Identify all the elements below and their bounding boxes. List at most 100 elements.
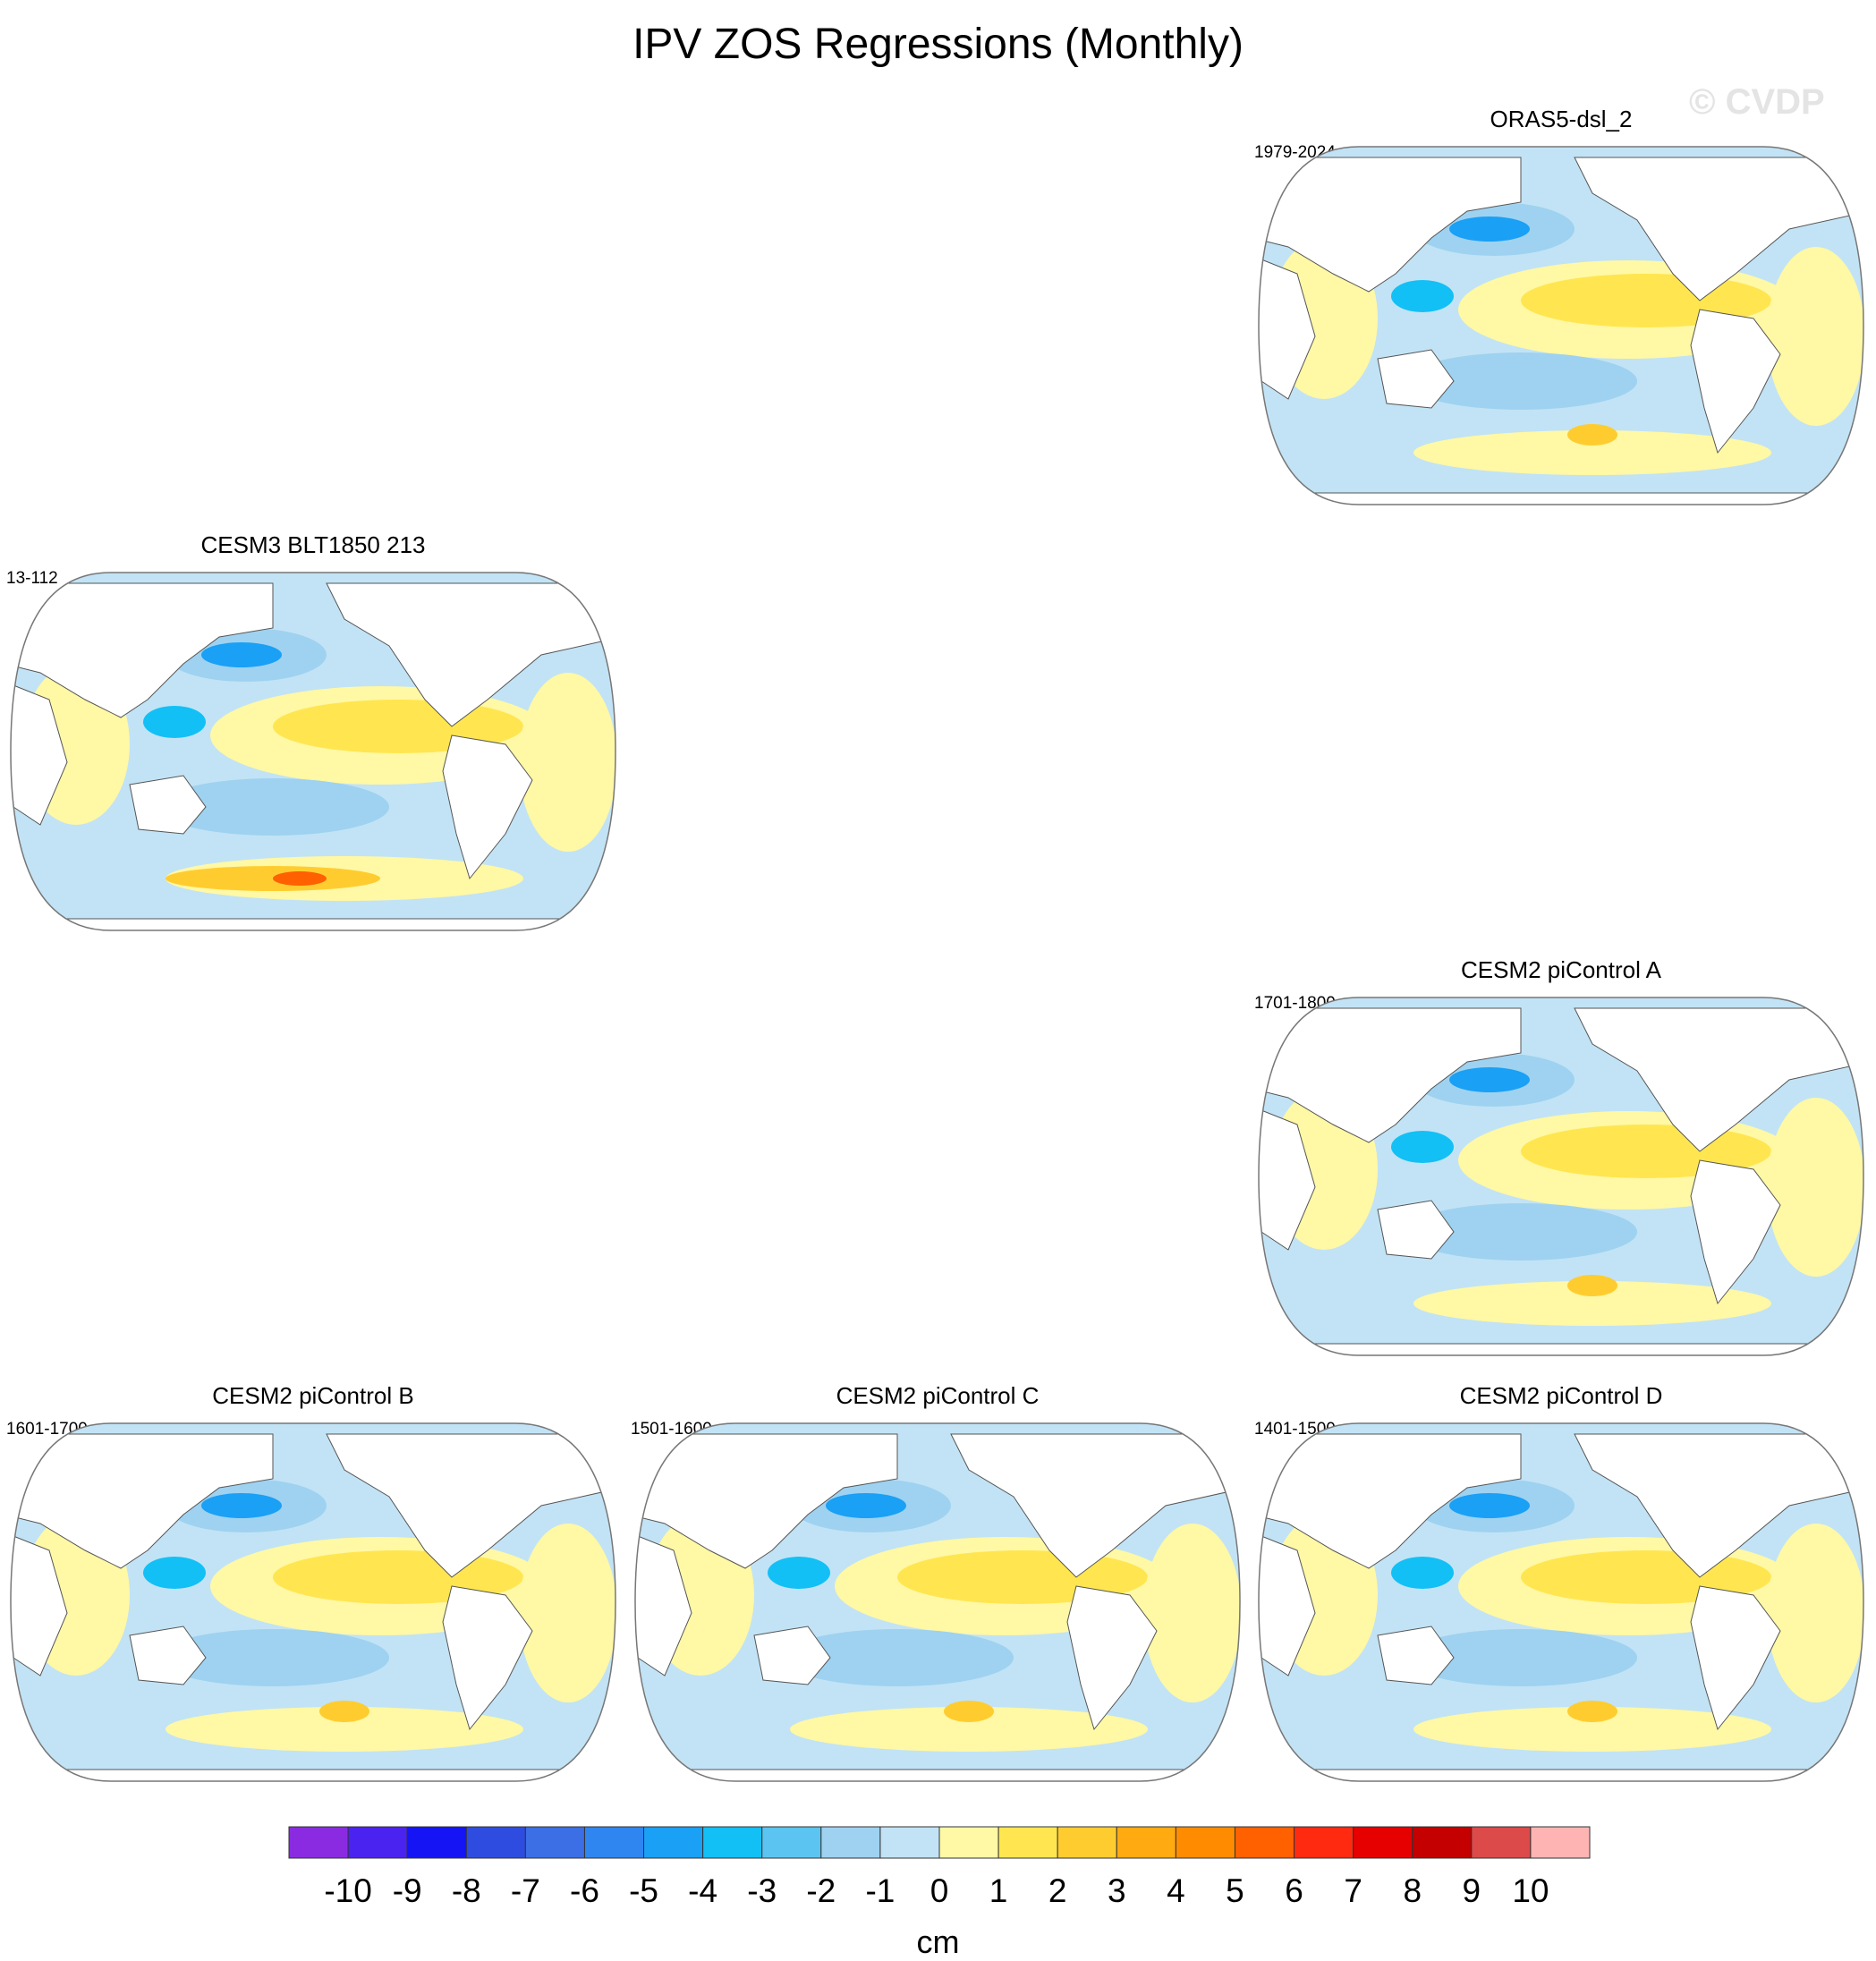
colorbar-tick-label: -9 [393, 1872, 422, 1909]
regression-map [1258, 997, 1864, 1356]
regression-map [1258, 1422, 1864, 1782]
colorbar-box [938, 1826, 999, 1859]
atlantic-band [1767, 247, 1863, 426]
southern-anomaly [1567, 1275, 1617, 1296]
colorbar-tick-label: 9 [1463, 1872, 1481, 1909]
colorbar-tick-label: -8 [452, 1872, 481, 1909]
south-america-land [1690, 1159, 1781, 1305]
colorbar: -10 -9 -8 -7 -6 -5 -4 -3 -2 -1 0 1 2 3 4 5 6 7 8 9 10 [288, 1826, 1591, 1909]
ocean-field [1259, 997, 1863, 1355]
ocean-field [635, 1423, 1240, 1781]
north-america-land [326, 1433, 615, 1578]
map-outline [1258, 997, 1864, 1356]
southern-anomaly [319, 1701, 369, 1722]
africa-land [1259, 1532, 1316, 1677]
colorbar-tick-label: -10 [324, 1872, 371, 1909]
colorbar-tick-label: 8 [1403, 1872, 1422, 1909]
eurasia-land [11, 582, 274, 718]
south-pacific-lobe [1405, 1203, 1637, 1261]
australia-land [129, 1626, 207, 1685]
panel-cesm3: CESM3 BLT1850 213 13-112 [4, 531, 622, 943]
west-pacific-core [143, 706, 206, 738]
north-america-land [326, 582, 615, 727]
panel-pica: CESM2 piControl A 1701-1800 [1252, 956, 1870, 1368]
panel-title: CESM2 piControl A [1461, 956, 1661, 983]
colorbar-box [997, 1826, 1058, 1859]
colorbar-tick-label: -2 [806, 1872, 836, 1909]
ocean-field [1259, 147, 1863, 505]
colorbar-box [1294, 1826, 1354, 1859]
colorbar-tick-label: 7 [1344, 1872, 1362, 1909]
colorbar-tick-label: -7 [511, 1872, 540, 1909]
colorbar-box [1530, 1826, 1591, 1859]
north-pacific-core [1449, 1493, 1530, 1518]
north-america-land [1574, 157, 1863, 301]
south-america-land [1690, 1585, 1781, 1731]
colorbar-tick-label: 5 [1226, 1872, 1244, 1909]
southern-band [790, 1707, 1148, 1752]
map-outline [10, 572, 616, 931]
africa-land [11, 681, 68, 826]
southern-anomaly [1567, 424, 1617, 446]
map-outline [634, 1422, 1241, 1782]
colorbar-tick-label: 1 [989, 1872, 1008, 1909]
colorbar-box [1057, 1826, 1117, 1859]
africa-land [1259, 1106, 1316, 1251]
eurasia-land [1259, 1433, 1522, 1569]
atlantic-band [519, 1524, 615, 1702]
regression-map [1258, 146, 1864, 505]
australia-land [129, 775, 207, 835]
north-pacific-core [1449, 216, 1530, 242]
colorbar-box [406, 1826, 467, 1859]
colorbar-box [820, 1826, 881, 1859]
australia-land [1377, 1626, 1455, 1685]
north-pacific-core [1449, 1067, 1530, 1092]
africa-land [11, 1532, 68, 1677]
south-pacific-lobe [1405, 352, 1637, 410]
colorbar-tick-label: 0 [930, 1872, 949, 1909]
south-pacific-lobe [157, 1629, 389, 1686]
colorbar-box [1234, 1826, 1295, 1859]
atlantic-band [1143, 1524, 1240, 1702]
west-pacific-core [768, 1557, 830, 1589]
ocean-field [11, 573, 615, 930]
colorbar-box [702, 1826, 763, 1859]
south-america-land [442, 1585, 533, 1731]
map-outline [1258, 1422, 1864, 1782]
south-america-land [1690, 309, 1781, 454]
ocean-field [1259, 1423, 1863, 1781]
colorbar-tick-label: -6 [570, 1872, 599, 1909]
south-pacific-lobe [781, 1629, 1014, 1686]
panel-title: CESM3 BLT1850 213 [200, 531, 426, 558]
southern-anomaly [1567, 1701, 1617, 1722]
eurasia-land [1259, 157, 1522, 293]
north-pacific-core [201, 1493, 282, 1518]
eurasia-land [1259, 1007, 1522, 1143]
west-pacific-core [1391, 280, 1454, 312]
colorbar-box [879, 1826, 940, 1859]
colorbar-box [288, 1826, 349, 1859]
colorbar-box [347, 1826, 408, 1859]
australia-land [753, 1626, 831, 1685]
north-america-land [950, 1433, 1240, 1578]
north-pacific-core [826, 1493, 906, 1518]
panel-title: CESM2 piControl B [212, 1382, 414, 1409]
colorbar-unit-label: cm [916, 1923, 960, 1960]
southern-peak [273, 871, 327, 886]
southern-band [1413, 1707, 1771, 1752]
australia-land [1377, 1200, 1455, 1260]
south-america-land [442, 734, 533, 880]
atlantic-band [519, 673, 615, 852]
south-pacific-lobe [157, 778, 389, 836]
colorbar-tick-label: -4 [688, 1872, 717, 1909]
colorbar-tick-label: 6 [1285, 1872, 1303, 1909]
colorbar-box [1353, 1826, 1413, 1859]
colorbar-box [1116, 1826, 1176, 1859]
colorbar-box [583, 1826, 645, 1859]
west-pacific-core [1391, 1557, 1454, 1589]
cvdp-watermark: © CVDP [1689, 82, 1825, 122]
southern-band [166, 1707, 523, 1752]
southern-band [1413, 1281, 1771, 1326]
figure-title: IPV ZOS Regressions (Monthly) [632, 21, 1244, 68]
africa-land [1259, 255, 1316, 400]
